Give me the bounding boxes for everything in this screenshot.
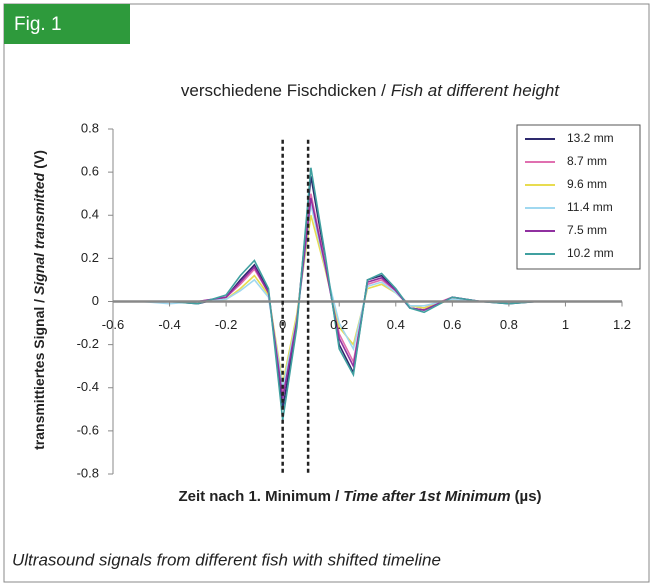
legend xyxy=(516,124,641,270)
x-tick-label: -0.6 xyxy=(102,317,124,332)
series-line xyxy=(141,167,566,421)
y-tick-label: 0.2 xyxy=(81,250,99,265)
x-tick-label: 0.6 xyxy=(443,317,461,332)
y-axis-label: transmittiertes Signal / Signal transmitt… xyxy=(31,150,47,450)
legend-label: 7.5 mm xyxy=(567,223,607,237)
x-tick-label: -0.4 xyxy=(158,317,180,332)
frame xyxy=(3,3,650,583)
x-tick-label: 0.4 xyxy=(387,317,405,332)
plot xyxy=(141,167,566,421)
y-tick-label: -0.6 xyxy=(77,422,99,437)
y-tick-label: 0.4 xyxy=(81,207,99,222)
label-box xyxy=(4,4,130,44)
y-tick-label: -0.2 xyxy=(77,336,99,351)
y-tick-label: 0.6 xyxy=(81,164,99,179)
label-part: Zeit nach 1. Minimum / xyxy=(178,488,340,505)
y-tick-label: 0 xyxy=(92,293,99,308)
label-part: (µs) xyxy=(515,488,542,505)
y-tick-label: -0.8 xyxy=(77,465,99,480)
x-tick-label: 0.8 xyxy=(500,317,518,332)
label-part: transmittiertes Signal / xyxy=(31,299,47,450)
x-tick-label: 1.2 xyxy=(613,317,631,332)
y-tick-label: -0.4 xyxy=(77,379,99,394)
y-tick-label: 0.8 xyxy=(81,120,99,135)
title-part: verschiedene Fischdicken / xyxy=(181,81,386,100)
legend-label: 11.4 mm xyxy=(567,200,613,214)
x-tick-label: 0.2 xyxy=(330,317,348,332)
x-axis-label: Zeit nach 1. Minimum / Time after 1st Min… xyxy=(178,488,541,505)
legend-label: 10.2 mm xyxy=(567,246,614,260)
series-line xyxy=(141,204,566,388)
x-tick-label: 1 xyxy=(562,317,569,332)
title-part: Fish at different height xyxy=(391,81,560,100)
legend-label: 13.2 mm xyxy=(567,131,614,145)
legend-label: 9.6 mm xyxy=(567,177,607,191)
chart-title: verschiedene Fischdicken / Fish at differ… xyxy=(181,81,561,100)
figure-label: Fig. 1 xyxy=(14,14,62,35)
label-part: (V) xyxy=(31,150,47,169)
x-tick-label: -0.2 xyxy=(215,317,237,332)
label-part: Time after 1st Minimum xyxy=(343,488,510,505)
label-part: Signal transmitted xyxy=(31,172,47,295)
legend-label: 8.7 mm xyxy=(567,154,607,168)
caption: Ultrasound signals from different fish w… xyxy=(12,550,441,569)
